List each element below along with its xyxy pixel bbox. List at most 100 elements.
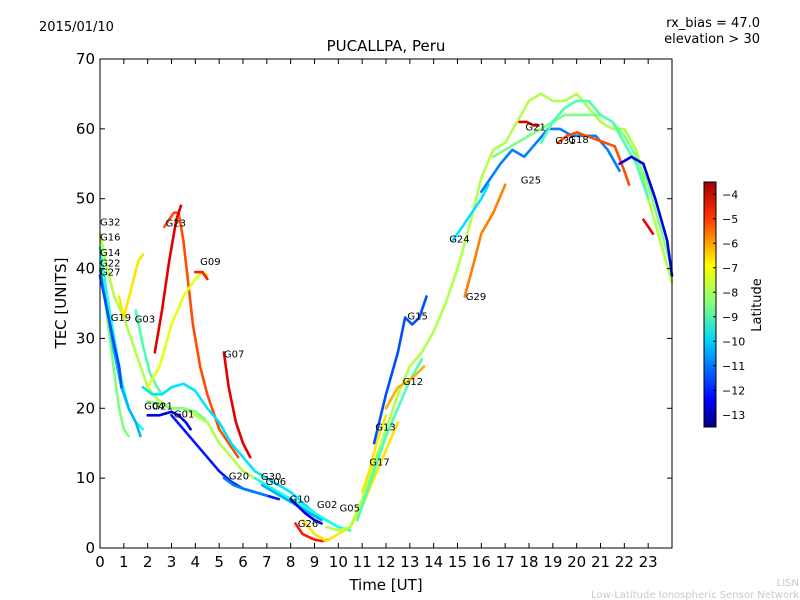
sat-label-g12: G12	[403, 377, 423, 388]
y-tick-label: 40	[76, 260, 95, 278]
colorbar-tick-label: −8	[722, 286, 738, 299]
series-g05	[325, 92, 674, 532]
series-g09e	[618, 155, 674, 277]
sat-label-g32: G32	[100, 217, 120, 228]
colorbar-tick-label: −12	[722, 384, 745, 397]
sat-label-g18: G18	[568, 135, 588, 146]
series-g23	[163, 211, 240, 459]
sat-label-g24: G24	[449, 235, 469, 246]
sat-label-g07: G07	[224, 349, 244, 360]
series-g16e	[642, 218, 655, 235]
x-tick-label: 5	[214, 553, 224, 571]
sat-label-g03: G03	[135, 314, 155, 325]
sat-label-g10: G10	[290, 495, 310, 506]
y-tick-label: 20	[76, 399, 95, 417]
colorbar-tick-label: −5	[722, 213, 738, 226]
colorbar-tick-label: −11	[722, 360, 745, 373]
sat-label-g21: G21	[525, 122, 545, 133]
x-tick-label: 22	[615, 553, 634, 571]
x-ticks: 0 1 2 3 4 5 6 7 8 9 10 11 12 13 14 15 16 17 18 19 20 21 22 23	[95, 59, 658, 571]
series-g09	[146, 270, 209, 389]
x-tick-label: 14	[424, 553, 443, 571]
x-tick-label: 1	[119, 553, 129, 571]
x-tick-label: 23	[639, 553, 658, 571]
y-ticks: 0 10 20 30 40 50 60 70	[76, 50, 672, 557]
sat-label-g23: G23	[166, 219, 186, 230]
x-tick-label: 18	[519, 553, 538, 571]
y-tick-label: 30	[76, 329, 95, 347]
x-tick-label: 17	[496, 553, 515, 571]
sat-label-g20: G20	[229, 472, 249, 483]
sat-label-g13: G13	[375, 423, 395, 434]
series-g09b	[194, 270, 209, 281]
sat-label-g04: G04	[144, 402, 164, 413]
y-tick-label: 10	[76, 469, 95, 487]
x-axis-label: Time [UT]	[348, 576, 422, 594]
colorbar-tick-label: −9	[722, 311, 738, 324]
sat-label-g25: G25	[521, 175, 541, 186]
plot-frame	[99, 58, 673, 549]
colorbar-label: Latitude	[750, 278, 765, 332]
series-g25	[480, 127, 621, 193]
y-tick-label: 50	[76, 190, 95, 208]
series-g23b	[153, 204, 183, 354]
series-g24	[451, 183, 490, 242]
series-g04	[146, 410, 192, 431]
sat-label-g19: G19	[111, 313, 131, 324]
sat-label-g16: G16	[100, 233, 120, 244]
sat-label-g09: G09	[200, 257, 220, 268]
y-tick-label: 0	[85, 539, 95, 557]
series-g07	[222, 351, 252, 459]
colorbar-tick-label: −13	[722, 409, 745, 422]
x-tick-label: 7	[262, 553, 272, 571]
colorbar-tick-label: −6	[722, 237, 738, 250]
x-tick-label: 21	[591, 553, 610, 571]
sat-label-g02: G02	[317, 500, 337, 511]
series-g01	[141, 382, 340, 529]
series-g32	[98, 232, 292, 501]
colorbar-tick-label: −7	[722, 262, 738, 275]
series-g06	[260, 483, 323, 522]
x-tick-label: 15	[448, 553, 467, 571]
series-g20	[222, 476, 269, 497]
date-label: 2015/01/10	[39, 20, 114, 35]
series-g29	[463, 183, 507, 298]
x-tick-label: 16	[472, 553, 491, 571]
rx-bias-label: rx_bias = 47.0	[666, 16, 760, 31]
chart-title: PUCALLPA, Peru	[327, 37, 446, 55]
series-g21	[146, 400, 207, 421]
x-tick-label: 2	[143, 553, 153, 571]
x-tick-label: 0	[95, 553, 105, 571]
x-tick-label: 4	[191, 553, 201, 571]
colorbar-ticks: −4 −5 −6 −7 −8 −9 −10 −11 −12 −13	[713, 188, 745, 422]
sat-label-g15: G15	[407, 312, 427, 323]
series-g03	[134, 309, 164, 396]
colorbar-tick-label: −10	[722, 335, 745, 348]
series-g21b	[518, 120, 540, 127]
x-tick-label: 11	[353, 553, 372, 571]
sat-label-g31: G31	[555, 136, 575, 147]
elevation-label: elevation > 30	[664, 32, 760, 47]
x-tick-label: 3	[167, 553, 177, 571]
x-tick-label: 6	[238, 553, 248, 571]
series-g10	[289, 497, 323, 525]
series-g12	[384, 365, 426, 410]
sat-label-g29: G29	[466, 292, 486, 303]
sat-label-g26: G26	[298, 519, 318, 530]
y-tick-label: 60	[76, 120, 95, 138]
series-g26	[294, 522, 331, 543]
series-g13	[360, 414, 388, 494]
footer-org-short: LISN	[777, 578, 799, 589]
sat-label-g22: G22	[100, 259, 120, 270]
x-tick-label: 20	[567, 553, 586, 571]
sat-label-g27: G27	[100, 268, 120, 279]
x-tick-label: 10	[329, 553, 348, 571]
sat-label-g05: G05	[340, 504, 360, 515]
x-tick-label: 12	[376, 553, 395, 571]
series-g27	[98, 274, 123, 389]
x-tick-label: 19	[543, 553, 562, 571]
series-g15	[372, 295, 428, 445]
x-tick-label: 9	[310, 553, 320, 571]
